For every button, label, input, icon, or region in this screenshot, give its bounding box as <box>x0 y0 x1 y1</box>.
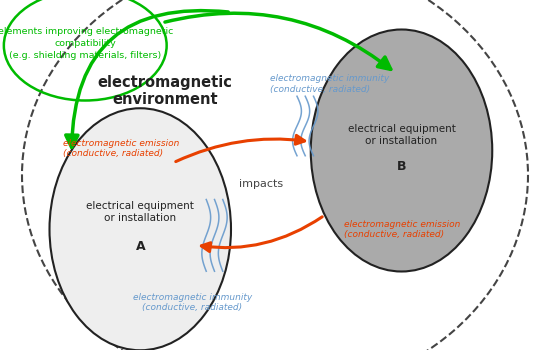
Ellipse shape <box>50 108 231 350</box>
Text: B: B <box>397 160 406 173</box>
Text: elements improving electromagnetic
compatibility
(e.g. shielding materials, filt: elements improving electromagnetic compa… <box>0 27 173 60</box>
Text: electromagnetic emission
(conductive, radiated): electromagnetic emission (conductive, ra… <box>63 139 180 159</box>
Text: impacts: impacts <box>239 179 283 189</box>
FancyArrowPatch shape <box>66 10 228 147</box>
Text: electrical equipment
or installation: electrical equipment or installation <box>86 201 194 223</box>
Text: electromagnetic immunity
(conductive, radiated): electromagnetic immunity (conductive, ra… <box>133 293 252 313</box>
Text: electrical equipment
or installation: electrical equipment or installation <box>348 124 455 146</box>
Text: electromagnetic emission
(conductive, radiated): electromagnetic emission (conductive, ra… <box>344 219 460 239</box>
Text: electromagnetic
environment: electromagnetic environment <box>97 75 233 107</box>
Ellipse shape <box>311 29 492 272</box>
FancyArrowPatch shape <box>165 13 391 69</box>
Text: A: A <box>135 240 145 253</box>
Text: electromagnetic immunity
(conductive, radiated): electromagnetic immunity (conductive, ra… <box>270 74 389 94</box>
